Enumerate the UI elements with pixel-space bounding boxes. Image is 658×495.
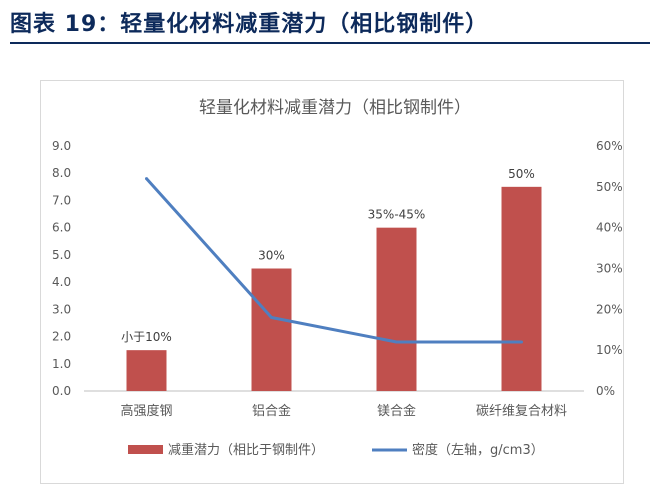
category-label: 碳纤维复合材料	[476, 404, 567, 419]
legend-bar-swatch	[128, 445, 163, 454]
left-tick-label: 1.0	[52, 357, 71, 371]
bar-data-labels: 小于10% 30% 35%-45% 50%	[121, 167, 535, 344]
category-label: 铝合金	[252, 403, 291, 419]
right-tick-label: 60%	[596, 139, 623, 153]
left-tick-label: 6.0	[52, 221, 71, 235]
density-line	[145, 177, 522, 344]
bar-data-label: 30%	[258, 249, 285, 263]
left-tick-label: 2.0	[52, 330, 71, 344]
bar	[251, 268, 292, 391]
category-label: 镁合金	[377, 403, 416, 419]
left-tick-label: 5.0	[52, 248, 71, 262]
left-tick-label: 3.0	[52, 302, 71, 316]
left-axis: 0.0 1.0 2.0 3.0 4.0 5.0 6.0 7.0 8.0 9.0	[52, 139, 71, 398]
category-labels: 高强度钢 铝合金 镁合金 碳纤维复合材料	[120, 403, 567, 419]
chart-title: 轻量化材料减重潜力（相比钢制件）	[199, 98, 471, 118]
legend-line-label: 密度（左轴，g/cm3）	[412, 442, 544, 458]
bar	[126, 350, 167, 391]
right-axis: 0% 10% 20% 30% 40% 50% 60%	[596, 139, 623, 398]
right-tick-label: 40%	[596, 221, 623, 235]
bar	[501, 186, 542, 391]
bar-data-label: 35%-45%	[368, 208, 426, 222]
bar-data-label: 小于10%	[121, 330, 172, 344]
left-tick-label: 4.0	[52, 275, 71, 289]
right-tick-label: 20%	[596, 302, 623, 316]
line-point	[145, 177, 148, 181]
left-tick-label: 0.0	[52, 384, 71, 398]
line-point	[520, 340, 523, 344]
line-point	[395, 340, 398, 344]
line-point	[270, 316, 273, 319]
bar-data-label: 50%	[508, 167, 535, 181]
page-heading: 图表 19：轻量化材料减重潜力（相比钢制件）	[10, 12, 489, 37]
right-tick-label: 10%	[596, 343, 623, 357]
left-tick-label: 9.0	[52, 139, 71, 153]
left-tick-label: 7.0	[52, 193, 71, 207]
bar-series	[126, 186, 542, 391]
left-tick-label: 8.0	[52, 166, 71, 180]
legend-bar-label: 减重潜力（相比于钢制件）	[168, 442, 324, 458]
bar	[376, 227, 417, 391]
chart-frame	[40, 80, 624, 484]
right-tick-label: 30%	[596, 262, 623, 276]
heading-rule	[10, 42, 650, 44]
right-tick-label: 0%	[596, 384, 615, 398]
line-series	[145, 177, 523, 344]
category-label: 高强度钢	[120, 403, 172, 419]
legend: 减重潜力（相比于钢制件） 密度（左轴，g/cm3）	[128, 442, 544, 458]
right-tick-label: 50%	[596, 180, 623, 194]
